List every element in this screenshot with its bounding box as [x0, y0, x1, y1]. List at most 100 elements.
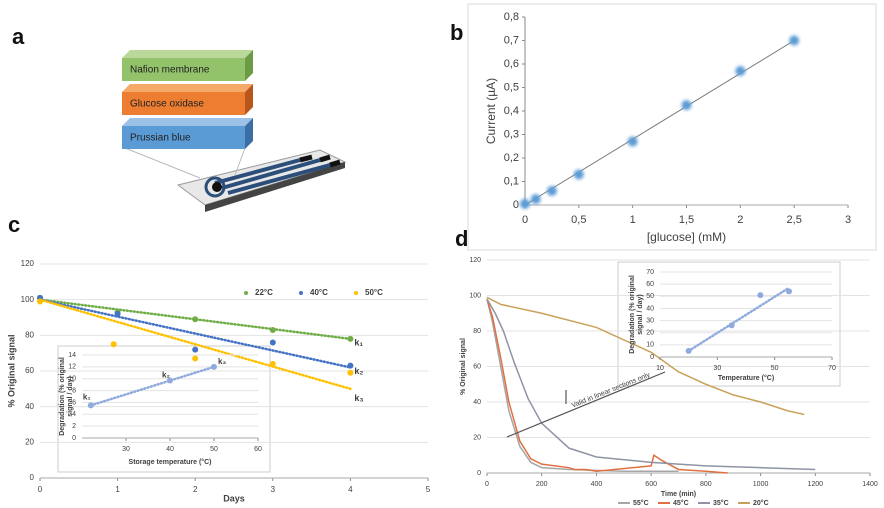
x-tick-label: 2: [193, 485, 198, 494]
legend-swatch: [354, 291, 358, 295]
y-tick-label: 0,2: [504, 152, 519, 164]
data-point: [627, 136, 638, 147]
y-tick-label: 0: [513, 199, 519, 211]
legend-label: 45°C: [673, 499, 689, 507]
data-point: [347, 369, 354, 376]
y-tick-label: 4: [72, 411, 76, 418]
x-tick-label: 3: [271, 485, 276, 494]
x-tick-label: 2,5: [787, 214, 802, 226]
point-label: k₃: [218, 357, 226, 366]
layer-label: Nafion membrane: [130, 65, 210, 76]
data-point: [735, 66, 746, 77]
data-point: [681, 100, 692, 111]
x-tick-label: 40: [166, 446, 174, 453]
y-tick-label: 100: [469, 292, 481, 299]
y-tick-label: 6: [72, 399, 76, 406]
x-tick-label: 3: [845, 214, 851, 226]
data-point: [269, 339, 276, 346]
data-point: [530, 194, 541, 205]
x-axis-title: Days: [223, 493, 245, 503]
x-tick-label: 4: [348, 485, 353, 494]
x-tick-label: 0: [522, 214, 528, 226]
legend-label: 50°C: [365, 288, 383, 297]
y-tick-label: 70: [646, 269, 654, 276]
y-axis-title: signal / day): [637, 294, 644, 334]
data-point: [167, 377, 173, 384]
x-tick-label: 400: [591, 481, 603, 488]
data-point: [347, 362, 354, 369]
y-tick-label: 120: [469, 257, 481, 264]
y-tick-label: 0: [30, 473, 35, 482]
data-point: [192, 346, 199, 353]
y-axis-title: % Original signal: [460, 338, 467, 395]
trend-line: [38, 298, 352, 391]
x-tick-label: 60: [254, 446, 262, 453]
x-tick-label: 1: [630, 214, 636, 226]
series-end-label: k₂: [354, 366, 363, 376]
layer-label: Glucose oxidase: [130, 99, 204, 110]
x-tick-label: 2: [737, 214, 743, 226]
trend-line: [38, 298, 352, 369]
y-axis-title: Degradation (% original: [59, 357, 66, 436]
y-tick-label: 0,7: [504, 34, 519, 46]
x-axis-title: Time (min): [661, 491, 696, 498]
layer-label: Prussian blue: [130, 133, 191, 144]
inset-frame: [57, 345, 271, 473]
y-tick-label: 40: [25, 402, 34, 411]
y-axis-title: % Original signal: [6, 334, 16, 407]
x-axis-title: Temperature (°C): [718, 374, 774, 382]
y-tick-label: 20: [25, 437, 34, 446]
data-point: [789, 35, 800, 46]
y-tick-label: 60: [646, 281, 654, 288]
y-tick-label: 12: [68, 364, 76, 371]
x-axis-title: Storage temperature (°C): [129, 458, 212, 466]
panel-label: d: [455, 226, 468, 251]
data-point: [87, 402, 94, 409]
trend-line: [89, 365, 216, 407]
annotation: Valid in linear sections only: [571, 371, 652, 409]
y-tick-label: 0,6: [504, 58, 519, 70]
data-line: [486, 298, 679, 472]
point-label: k₂: [162, 371, 170, 380]
x-tick-label: 50: [771, 365, 779, 372]
y-tick-label: 20: [473, 434, 481, 441]
panel-label: c: [8, 212, 20, 237]
sensor-diagram: Nafion membrane Glucose oxidase Prussian…: [122, 50, 347, 212]
data-line: [486, 298, 816, 471]
y-tick-label: 0: [477, 470, 481, 477]
y-axis-title: signal / day): [67, 376, 74, 416]
annotation-line: [506, 371, 666, 438]
x-axis-title: [glucose] (mM): [647, 230, 726, 244]
y-tick-label: 0: [650, 354, 654, 361]
y-tick-label: 2: [72, 423, 76, 430]
data-point: [192, 355, 199, 362]
y-axis-title: Current (µA): [484, 78, 498, 144]
data-point: [685, 347, 692, 354]
data-point: [110, 341, 117, 348]
data-line: [486, 296, 805, 416]
x-tick-label: 30: [122, 446, 130, 453]
y-tick-label: 10: [68, 376, 76, 383]
legend-label: 40°C: [310, 288, 328, 297]
legend-label: 22°C: [255, 288, 273, 297]
data-point: [786, 288, 792, 295]
legend-swatch: [299, 291, 303, 295]
x-tick-label: 0: [485, 481, 489, 488]
data-point: [546, 185, 557, 196]
panel-label: a: [12, 24, 25, 49]
y-tick-label: 50: [646, 293, 654, 300]
legend-label: 55°C: [633, 499, 649, 507]
x-tick-label: 0,5: [571, 214, 586, 226]
y-tick-label: 60: [473, 363, 481, 370]
data-point: [211, 363, 217, 370]
data-point: [728, 322, 735, 329]
data-point: [757, 292, 764, 299]
data-point: [269, 326, 276, 333]
data-point: [114, 310, 121, 317]
data-point: [573, 169, 584, 180]
y-tick-label: 20: [646, 330, 654, 337]
x-tick-label: 70: [828, 365, 836, 372]
y-tick-label: 80: [473, 328, 481, 335]
trend-line: [524, 40, 795, 206]
